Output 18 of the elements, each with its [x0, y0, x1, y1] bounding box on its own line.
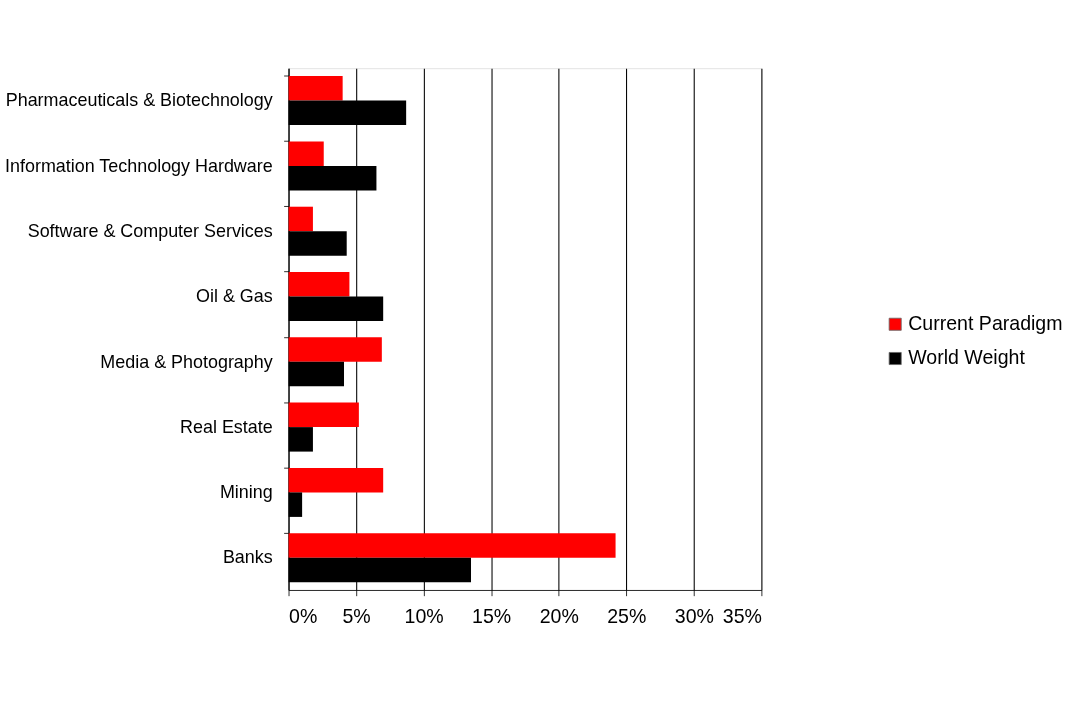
y-tick-label: Information Technology Hardware: [5, 155, 273, 176]
y-tick-label: Banks: [222, 547, 273, 568]
y-tick-label: Real Estate: [180, 416, 273, 437]
legend-label: Current Paradigm: [908, 311, 1063, 334]
x-tick-label: 25%: [607, 605, 647, 628]
y-tick-label: Mining: [219, 482, 273, 503]
y-tick-label: Pharmaceuticals & Biotechnology: [5, 90, 273, 111]
y-tick-label: Software & Computer Services: [27, 220, 273, 241]
y-tick-label: Oil & Gas: [196, 286, 273, 307]
x-tick-label: 5%: [342, 605, 371, 628]
y-tick-label: Media & Photography: [100, 351, 273, 372]
x-tick-label: 0%: [289, 605, 318, 628]
x-tick-label: 20%: [539, 605, 579, 628]
x-tick-label: 15%: [472, 605, 512, 628]
x-tick-label: 10%: [404, 605, 444, 628]
x-tick-label: 30%: [674, 605, 714, 628]
legend-label: World Weight: [908, 346, 1026, 369]
x-tick-label: 35%: [722, 605, 762, 628]
